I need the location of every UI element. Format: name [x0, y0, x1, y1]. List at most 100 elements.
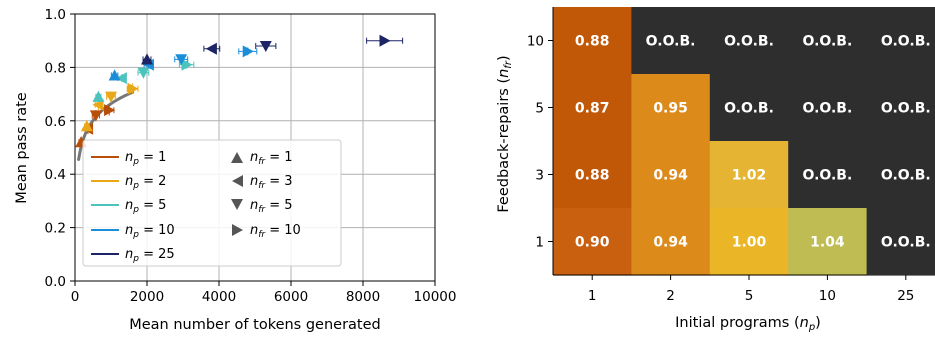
data-point	[105, 91, 117, 103]
cell-fill	[631, 7, 711, 75]
heatmap-cell: 0.87	[553, 74, 632, 142]
point-marker	[127, 82, 139, 95]
cell-value: 1.04	[810, 235, 845, 251]
heatmap-y-axis-label: Feedback-repairs (nfr)	[496, 55, 514, 212]
y-tick-label: 0.2	[45, 221, 66, 237]
data-point	[92, 90, 105, 103]
heatmap-cell: O.O.B.	[866, 208, 935, 276]
heatmap-cell: 0.95	[631, 74, 711, 142]
cell-value: O.O.B.	[724, 101, 774, 117]
cell-fill	[788, 7, 868, 75]
data-point	[108, 69, 121, 81]
cell-fill	[553, 208, 632, 276]
heatmap-cell: 0.94	[631, 141, 711, 209]
cell-fill	[709, 7, 789, 75]
legend-entry-nfr3: nfr = 3	[232, 174, 293, 191]
data-point	[174, 54, 189, 66]
heatmap-cell: O.O.B.	[788, 7, 868, 75]
heatmap-x-axis-label: Initial programs (np)	[675, 315, 821, 333]
cell-value: 0.94	[653, 235, 688, 251]
cell-fill	[709, 141, 789, 209]
scatter-chart: 0 2000 4000 6000 8000 10000 0.0 0.2 0.4 0.6 0.8 1.0…	[14, 7, 456, 333]
heatmap-cell: O.O.B.	[866, 141, 935, 209]
svg-text:nfr = 1: nfr = 1	[250, 150, 293, 167]
y-tick-label: 0.6	[45, 114, 66, 130]
cell-value: O.O.B.	[881, 235, 931, 251]
data-point	[203, 42, 221, 55]
heatmap-cell: O.O.B.	[631, 7, 711, 75]
cell-fill	[866, 141, 935, 209]
cell-fill	[788, 141, 868, 209]
cell-value: 0.88	[575, 168, 610, 184]
legend-entry-np1: np = 1	[91, 150, 166, 167]
svg-text:nfr = 5: nfr = 5	[250, 198, 293, 215]
point-marker	[108, 69, 121, 81]
point-marker	[137, 67, 150, 79]
point-marker	[115, 72, 127, 85]
cell-value: 0.87	[575, 101, 610, 117]
data-point	[141, 53, 153, 65]
cell-value: 0.88	[575, 34, 610, 50]
cell-value: O.O.B.	[802, 168, 852, 184]
data-point	[126, 82, 139, 95]
heatmap-cell: 0.88	[553, 141, 632, 209]
point-marker	[104, 104, 116, 117]
cell-value: O.O.B.	[802, 34, 852, 50]
cell-fill	[866, 7, 935, 75]
heatmap-cells: 0.88 O.O.B. O.O.B. O.O.B. O.O.B. 0.87 0.95 O.O.…	[553, 7, 935, 276]
heatmap-cell: O.O.B.	[866, 7, 935, 75]
cell-value: 0.90	[575, 235, 610, 251]
scatter-x-axis-label: Mean number of tokens generated	[129, 317, 381, 333]
scatter-y-axis-label: Mean pass rate	[14, 92, 30, 203]
heatmap-cell: 0.90	[553, 208, 632, 276]
heatmap-cell: O.O.B.	[788, 141, 868, 209]
legend-frame	[82, 139, 342, 267]
cell-fill	[709, 74, 789, 142]
legend-entry-nfr5: nfr = 5	[231, 198, 293, 215]
scatter-legend: np = 1 np = 2 np = 5 np = 10 np = 25 nfr…	[82, 139, 342, 267]
svg-text:np = 5: np = 5	[125, 198, 166, 215]
legend-entry-np25: np = 25	[91, 247, 175, 264]
legend-entry-np2: np = 2	[91, 174, 166, 191]
data-point	[80, 120, 93, 132]
point-marker	[181, 58, 193, 71]
x-tick-label: 25	[897, 288, 914, 304]
point-marker	[89, 110, 102, 122]
cell-fill	[631, 141, 711, 209]
legend-entry-nfr10: nfr = 10	[232, 223, 301, 240]
point-marker	[141, 53, 153, 65]
heatmap-cell: O.O.B.	[709, 7, 789, 75]
x-tick-label: 10	[819, 288, 836, 304]
cell-value: O.O.B.	[802, 101, 852, 117]
cell-fill	[553, 141, 632, 209]
data-point	[366, 34, 404, 47]
legend-entry-nfr1: nfr = 1	[231, 150, 293, 167]
cell-value: O.O.B.	[724, 34, 774, 50]
cell-fill	[709, 208, 789, 276]
heatmap-cell: O.O.B.	[866, 74, 935, 142]
cell-fill	[553, 74, 632, 142]
data-point	[104, 104, 116, 117]
heatmap-cell: 0.88	[553, 7, 632, 75]
legend-entry-np10: np = 10	[91, 223, 175, 240]
x-tick-label: 2000	[130, 289, 164, 305]
x-tick-label: 10000	[414, 289, 457, 305]
cell-value: 1.00	[732, 235, 767, 251]
heatmap-cell: 1.00	[709, 208, 789, 276]
scatter-ticks: 0 2000 4000 6000 8000 10000 0.0 0.2 0.4 0.6 0.8 1.0	[45, 7, 457, 305]
svg-text:np = 2: np = 2	[125, 174, 166, 191]
point-marker	[92, 90, 105, 102]
cell-value: O.O.B.	[646, 34, 696, 50]
y-tick-label: 0.4	[45, 167, 66, 183]
x-tick-label: 8000	[346, 289, 380, 305]
cell-fill	[788, 208, 868, 276]
y-tick-label: 0.8	[45, 60, 66, 76]
point-marker	[205, 42, 217, 55]
data-point	[137, 67, 150, 79]
cell-value: O.O.B.	[881, 101, 931, 117]
cell-fill	[631, 74, 711, 142]
cell-value: 0.95	[653, 101, 688, 117]
data-point	[178, 58, 195, 71]
svg-text:nfr = 10: nfr = 10	[250, 223, 301, 240]
